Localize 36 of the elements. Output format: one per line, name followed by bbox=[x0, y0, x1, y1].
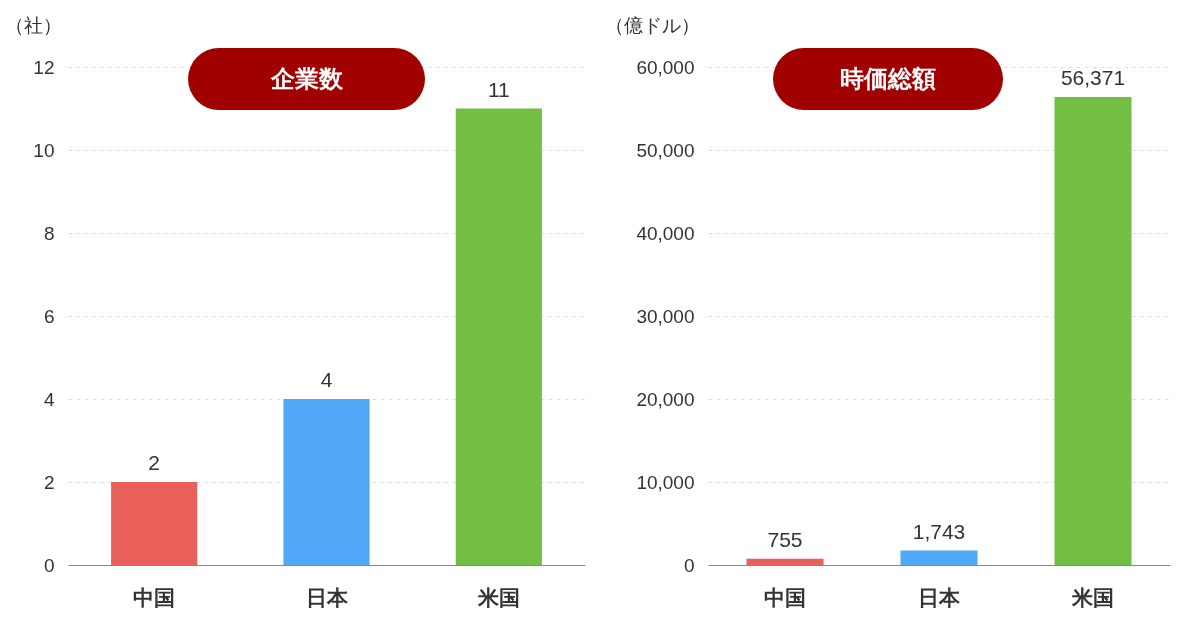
bar bbox=[111, 482, 198, 565]
data-label: 11 bbox=[487, 77, 510, 101]
y-tick-label: 0 bbox=[43, 554, 55, 576]
x-tick-label: 米国 bbox=[476, 585, 520, 609]
title-badge: 時価総額 bbox=[773, 48, 1003, 110]
y-tick-label: 4 bbox=[43, 388, 55, 410]
y-tick-label: 10,000 bbox=[636, 471, 695, 493]
bar bbox=[900, 550, 978, 565]
y-tick-label: 40,000 bbox=[636, 222, 695, 244]
bar bbox=[455, 108, 542, 565]
y-axis-title: （億ドル） bbox=[604, 14, 700, 36]
x-tick-label: 中国 bbox=[764, 585, 806, 609]
data-label: 56,371 bbox=[1060, 66, 1126, 90]
y-tick-label: 8 bbox=[43, 222, 55, 244]
bar bbox=[1054, 97, 1132, 565]
x-tick-label: 米国 bbox=[1071, 585, 1114, 609]
y-tick-label: 0 bbox=[683, 554, 695, 576]
y-tick-label: 20,000 bbox=[636, 388, 695, 410]
x-tick-label: 日本 bbox=[918, 585, 961, 609]
data-label: 4 bbox=[320, 368, 333, 391]
y-axis-title: （社） bbox=[4, 14, 62, 36]
y-tick-label: 50,000 bbox=[636, 139, 695, 161]
data-label: 1,743 bbox=[912, 519, 966, 543]
y-tick-label: 10 bbox=[33, 139, 55, 161]
title-badge: 企業数 bbox=[188, 48, 425, 110]
bar bbox=[746, 558, 824, 565]
bar bbox=[283, 399, 370, 565]
x-tick-label: 日本 bbox=[305, 585, 349, 609]
y-tick-label: 30,000 bbox=[636, 305, 695, 327]
y-tick-label: 12 bbox=[33, 56, 55, 78]
y-tick-label: 6 bbox=[43, 305, 55, 327]
y-tick-label: 2 bbox=[43, 471, 55, 493]
y-tick-label: 60,000 bbox=[636, 56, 695, 78]
x-tick-label: 中国 bbox=[133, 585, 176, 609]
data-label: 2 bbox=[148, 451, 161, 474]
data-label: 755 bbox=[767, 527, 803, 551]
